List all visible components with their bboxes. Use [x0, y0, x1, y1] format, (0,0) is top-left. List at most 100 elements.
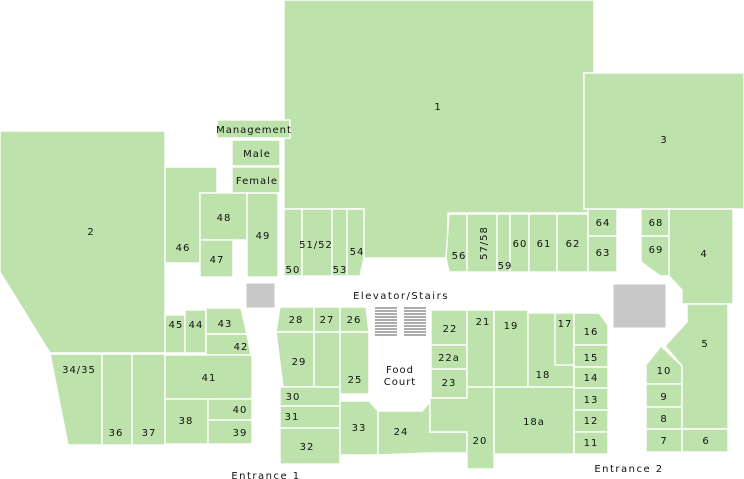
label-store-57-58: 57/58	[479, 226, 490, 260]
store-25-left[interactable]	[313, 331, 341, 388]
label-store-14: 14	[584, 373, 599, 384]
store-68[interactable]	[640, 208, 670, 237]
label-store-30: 30	[286, 392, 301, 403]
label-store-33: 33	[352, 423, 367, 434]
store-51-52[interactable]	[301, 208, 333, 277]
store-3[interactable]	[583, 72, 744, 210]
label-store-16: 16	[584, 327, 599, 338]
label-female-restroom: Female	[236, 176, 278, 187]
label-store-37: 37	[142, 428, 157, 439]
label-store-48: 48	[217, 213, 232, 224]
label-store-38: 38	[179, 416, 194, 427]
label-store-62: 62	[566, 239, 581, 250]
store-5[interactable]	[664, 303, 729, 430]
label-store-8: 8	[660, 414, 667, 425]
label-store-64: 64	[596, 218, 611, 229]
label-store-29: 29	[292, 357, 307, 368]
label-store-34-35: 34/35	[62, 365, 96, 376]
store-49[interactable]	[246, 192, 279, 278]
store-47[interactable]	[199, 239, 234, 278]
store-69[interactable]	[640, 235, 670, 277]
store-25[interactable]	[339, 331, 370, 395]
label-store-61: 61	[537, 239, 552, 250]
store-39[interactable]	[207, 419, 253, 445]
label-store-45: 45	[169, 320, 184, 331]
label-store-12: 12	[584, 416, 599, 427]
label-store-19: 19	[504, 321, 519, 332]
management-office[interactable]	[216, 119, 291, 139]
store-63[interactable]	[587, 235, 618, 273]
store-18a[interactable]	[493, 386, 575, 455]
store-61[interactable]	[528, 213, 558, 273]
store-64[interactable]	[587, 208, 618, 237]
store-23[interactable]	[430, 368, 468, 399]
service-block-right	[612, 283, 667, 329]
label-store-2: 2	[87, 227, 94, 238]
elevator-stairs-icon	[374, 306, 428, 338]
label-store-23: 23	[442, 378, 457, 389]
label-food-court-line2: Court	[384, 377, 416, 388]
label-store-46: 46	[176, 243, 191, 254]
label-store-20: 20	[473, 436, 488, 447]
store-6[interactable]	[681, 428, 729, 453]
label-store-22: 22	[443, 324, 458, 335]
label-store-25: 25	[348, 375, 363, 386]
label-elevator-stairs: Elevator/Stairs	[353, 291, 449, 302]
store-44[interactable]	[184, 309, 207, 354]
label-store-49: 49	[256, 231, 271, 242]
label-store-43: 43	[218, 319, 233, 330]
label-management: Management	[216, 125, 292, 136]
store-54[interactable]	[346, 208, 365, 277]
label-store-63: 63	[596, 248, 611, 259]
label-store-47: 47	[210, 255, 225, 266]
store-19[interactable]	[493, 309, 529, 388]
store-16[interactable]	[573, 312, 609, 346]
store-56[interactable]	[445, 213, 468, 273]
label-store-4: 4	[700, 249, 707, 260]
label-store-68: 68	[649, 218, 664, 229]
label-food-court-line1: Food	[386, 365, 414, 376]
label-store-27: 27	[320, 315, 335, 326]
store-37[interactable]	[131, 353, 166, 446]
label-store-51-52: 51/52	[299, 240, 333, 251]
label-store-21: 21	[476, 317, 491, 328]
label-store-9: 9	[660, 392, 667, 403]
label-store-5: 5	[701, 339, 708, 350]
store-27[interactable]	[313, 306, 341, 333]
label-store-44: 44	[189, 320, 204, 331]
label-store-13: 13	[584, 395, 599, 406]
label-store-28: 28	[289, 315, 304, 326]
label-store-50: 50	[286, 265, 301, 276]
store-36[interactable]	[101, 353, 133, 446]
label-store-17: 17	[558, 319, 573, 330]
store-11[interactable]	[573, 431, 609, 455]
label-store-18: 18	[536, 370, 551, 381]
label-store-40: 40	[233, 405, 248, 416]
label-store-26: 26	[347, 315, 362, 326]
label-store-22a: 22a	[438, 353, 460, 364]
label-store-69: 69	[649, 245, 664, 256]
label-store-39: 39	[233, 428, 248, 439]
label-store-32: 32	[300, 442, 315, 453]
store-2[interactable]	[0, 130, 166, 354]
label-store-15: 15	[584, 353, 599, 364]
label-store-10: 10	[657, 366, 672, 377]
label-store-6: 6	[702, 436, 709, 447]
label-entrance-2: Entrance 2	[594, 464, 663, 475]
label-store-24: 24	[394, 427, 409, 438]
label-store-3: 3	[660, 135, 667, 146]
label-store-59: 59	[498, 261, 513, 272]
male-restroom[interactable]	[231, 139, 281, 167]
label-store-56: 56	[452, 251, 467, 262]
label-store-18a: 18a	[523, 417, 545, 428]
label-store-54: 54	[350, 247, 365, 258]
store-62[interactable]	[556, 213, 589, 273]
store-4[interactable]	[668, 208, 734, 305]
store-20[interactable]	[429, 386, 495, 470]
service-block-left	[245, 282, 276, 309]
label-store-36: 36	[109, 428, 124, 439]
store-38[interactable]	[164, 398, 209, 445]
label-store-11: 11	[584, 438, 599, 449]
label-store-60: 60	[513, 239, 528, 250]
